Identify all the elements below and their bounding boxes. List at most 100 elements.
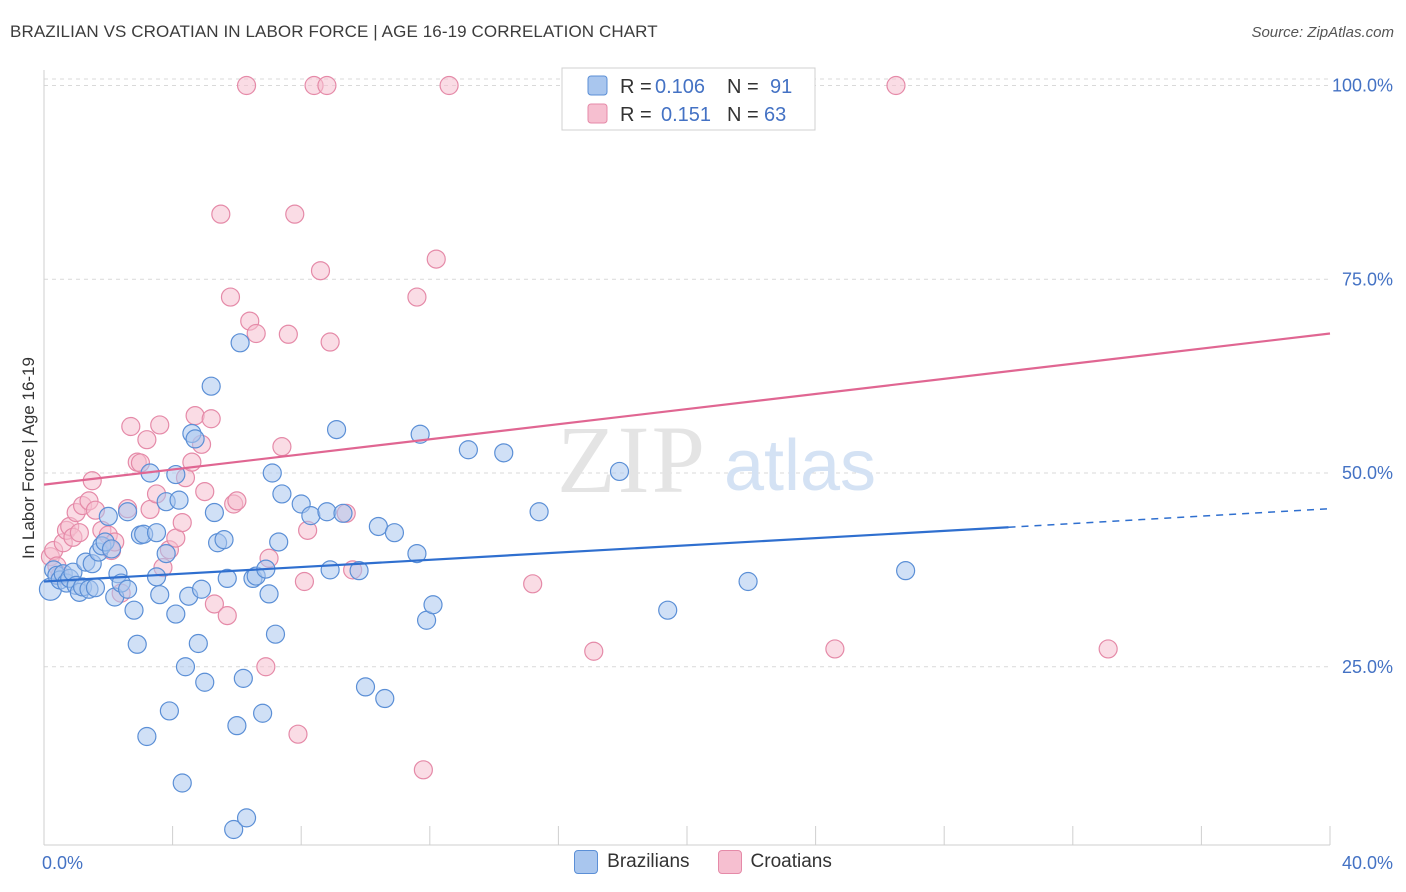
croatian-point [320, 332, 340, 352]
croatian-point [211, 204, 231, 224]
brazilian-point [529, 502, 549, 522]
croatian-point [439, 75, 459, 96]
brazilian-point [201, 376, 221, 396]
croatian-point [413, 760, 433, 780]
brazilian-point [214, 530, 234, 550]
brazilian-point [738, 571, 758, 592]
brazilian-point [272, 484, 292, 504]
brazilian-point [423, 595, 443, 615]
brazilian-point [333, 503, 353, 523]
croatian-point [201, 409, 221, 429]
brazilian-point [85, 578, 106, 598]
brazilian-point [349, 561, 369, 581]
chart-title: BRAZILIAN VS CROATIAN IN LABOR FORCE | A… [10, 22, 658, 41]
brazilian-point [169, 490, 189, 510]
series-legend-croatians: Croatians [717, 850, 832, 874]
brazilian-point [896, 561, 916, 581]
croatian-point [195, 482, 215, 502]
croatian-point [185, 406, 205, 426]
series-swatch-brazilians [574, 850, 599, 874]
brazilian-point [166, 604, 186, 624]
brazilian-point [224, 819, 244, 840]
brazilian-point [137, 726, 157, 747]
brazilian-point [233, 668, 253, 688]
brazilian-point [172, 773, 192, 793]
croatian-point [407, 287, 427, 307]
brazilian-point [101, 539, 122, 559]
croatian-point [825, 639, 845, 659]
brazilian-point [117, 502, 138, 522]
series-label-croatians: Croatians [750, 851, 832, 872]
croatian-point [256, 657, 276, 677]
brazilian-point [227, 716, 247, 736]
series-legend-brazilians: Brazilians [574, 850, 690, 874]
croatian-point [288, 724, 308, 744]
legend-r-value-1: 0.106 [655, 76, 705, 98]
legend-r-label-1: R = [620, 76, 652, 98]
gridlines [44, 78, 1330, 668]
watermark-zip: ZIP [557, 406, 707, 513]
brazilian-point [317, 502, 337, 522]
croatian-point [272, 437, 292, 457]
brazilian-point [156, 543, 176, 564]
brazilian-point [368, 516, 388, 537]
croatian-point [278, 324, 298, 344]
brazilian-point [117, 579, 138, 599]
y-tick-label-25: 25.0% [1342, 657, 1393, 677]
brazilian-point [658, 600, 678, 620]
y-tick-labels: 25.0% 50.0% 75.0% 100.0% [1332, 76, 1393, 677]
brazilian-point [150, 585, 170, 605]
x-tick-label-max: 40.0% [1342, 853, 1393, 873]
croatian-point [204, 594, 224, 614]
brazilian-point [458, 440, 478, 460]
brazilian-point [188, 633, 208, 654]
croatian-point [317, 75, 337, 96]
brazilians-trend-line [43, 526, 1009, 583]
brazilian-point [175, 657, 196, 677]
brazilian-point [265, 624, 286, 644]
brazilian-point [269, 532, 289, 552]
brazilian-point [204, 502, 224, 523]
y-axis-title: In Labor Force | Age 16-19 [19, 357, 38, 559]
series-label-brazilians: Brazilians [607, 851, 690, 872]
croatian-point [426, 249, 446, 269]
brazilians-trend-extension [1008, 507, 1331, 528]
legend-swatch-blue [587, 75, 608, 96]
legend-n-value-1: 91 [770, 76, 792, 98]
chart-source: Source: ZipAtlas.com [1251, 24, 1394, 41]
stats-legend: R = 0.106 N = 91 R = 0.151 N = 63 [561, 67, 816, 131]
croatian-point [121, 416, 141, 437]
brazilians-points [38, 333, 916, 840]
legend-swatch-pink [587, 103, 608, 124]
brazilian-point [494, 443, 514, 463]
trend-lines [43, 332, 1331, 583]
brazilian-point [384, 523, 405, 543]
croatian-point [1098, 639, 1118, 659]
brazilian-point [609, 461, 630, 482]
watermark: ZIP atlas [557, 406, 876, 513]
watermark-atlas: atlas [724, 426, 876, 506]
brazilian-point [375, 688, 395, 709]
croatian-point [285, 204, 305, 224]
brazilian-point [217, 568, 237, 589]
croatian-point [172, 512, 192, 533]
croatian-point [246, 323, 266, 344]
croatian-point [310, 261, 331, 281]
brazilian-point [253, 703, 273, 723]
y-tick-label-75: 75.0% [1342, 269, 1393, 289]
croatian-point [217, 605, 237, 626]
brazilian-point [195, 672, 215, 692]
brazilian-point [407, 543, 427, 564]
croatian-point [69, 523, 89, 543]
croatian-point [886, 75, 906, 96]
croatian-point [150, 415, 170, 435]
legend-r-value-2: 0.151 [661, 104, 711, 126]
brazilian-point [146, 567, 167, 587]
croatian-point [137, 430, 157, 450]
legend-n-label-1: N = [727, 76, 759, 98]
legend-n-label-2: N = [727, 104, 759, 126]
brazilian-point [259, 584, 279, 604]
croatian-point [227, 491, 247, 511]
croatian-point [236, 75, 257, 96]
